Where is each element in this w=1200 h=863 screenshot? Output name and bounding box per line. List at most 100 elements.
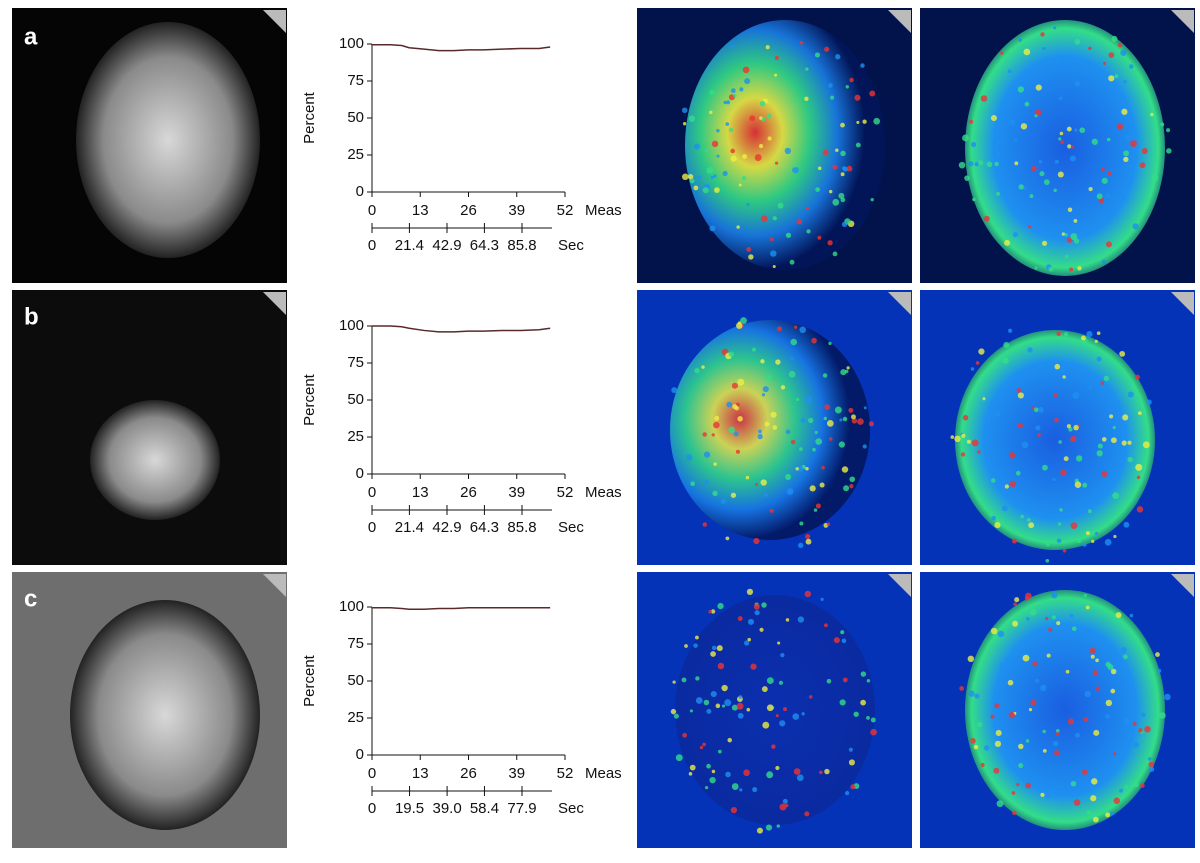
speckle <box>1022 654 1030 662</box>
speckle <box>709 776 716 784</box>
speckle <box>728 127 734 133</box>
speckle <box>1053 188 1057 193</box>
speckle <box>1062 548 1067 553</box>
speckle <box>1002 357 1009 364</box>
speckle <box>1103 61 1107 65</box>
x2-tick-label: 58.4 <box>470 800 499 817</box>
brain <box>76 22 260 258</box>
speckle <box>1085 531 1090 536</box>
speckle <box>1074 80 1081 87</box>
speckle <box>709 90 715 95</box>
speckle <box>1138 728 1143 733</box>
speckle <box>703 699 710 706</box>
speckle <box>681 173 689 181</box>
speckle <box>1045 558 1050 563</box>
speckle <box>1034 114 1038 118</box>
speckle <box>1122 414 1129 421</box>
speckle <box>994 740 1002 747</box>
speckle <box>688 772 693 776</box>
speckle <box>832 164 838 170</box>
speckle <box>866 678 871 683</box>
speckle <box>1055 732 1060 736</box>
speckle <box>1004 484 1010 489</box>
speckle <box>1040 32 1045 37</box>
x-tick-label: 52 <box>557 202 574 219</box>
speckle <box>1066 424 1071 429</box>
speckle <box>1068 427 1073 432</box>
speckle <box>743 769 750 777</box>
speckle <box>799 40 804 45</box>
speckle <box>1073 799 1081 806</box>
speckle <box>1121 108 1128 115</box>
speckle <box>670 708 677 715</box>
speckle <box>1042 748 1047 753</box>
speckle <box>1012 232 1018 238</box>
speckle <box>784 147 792 155</box>
speckle <box>1110 668 1117 675</box>
speckle <box>848 747 853 752</box>
speckle <box>730 44 735 49</box>
speckle <box>842 677 848 683</box>
speckle <box>1067 144 1072 149</box>
speckle <box>848 759 855 766</box>
speckle <box>761 602 767 608</box>
speckle <box>790 338 798 346</box>
speckle <box>1009 480 1017 488</box>
speckle <box>1123 79 1127 84</box>
speckle <box>841 221 848 228</box>
speckle <box>710 651 716 657</box>
speckle <box>779 720 786 727</box>
speckle <box>766 771 774 779</box>
panel-label: c <box>24 585 37 612</box>
speckle <box>736 702 744 710</box>
speckle <box>731 704 738 711</box>
speckle <box>962 414 969 421</box>
speckle <box>726 401 733 408</box>
speckle <box>1101 437 1107 442</box>
speckle <box>866 716 870 720</box>
speckle <box>1003 341 1010 349</box>
speckle <box>950 435 955 439</box>
speckle <box>848 407 854 413</box>
speckle <box>742 154 748 159</box>
speckle <box>1146 399 1152 405</box>
speckle <box>687 174 694 180</box>
speckle <box>731 783 739 790</box>
x2-tick-label: 64.3 <box>470 237 499 254</box>
speckle <box>770 250 777 257</box>
speckle <box>766 113 772 119</box>
speckle <box>730 88 736 94</box>
speckle <box>860 699 866 706</box>
speckle <box>1028 522 1035 529</box>
speckle <box>990 115 997 122</box>
speckle <box>785 232 792 238</box>
speckle <box>1115 612 1122 618</box>
speckle <box>750 663 757 670</box>
speckle <box>727 737 733 743</box>
x2-tick-label: 0 <box>368 519 376 536</box>
x-tick-label: 26 <box>460 202 477 219</box>
speckle <box>695 697 703 704</box>
speckle <box>843 485 850 492</box>
speckle <box>740 317 747 325</box>
speckle <box>842 416 848 422</box>
speckle <box>809 485 816 492</box>
speckle <box>777 641 781 645</box>
speckle <box>712 490 718 497</box>
speckle <box>722 170 728 177</box>
speckle <box>1016 388 1022 393</box>
speckle <box>766 704 774 712</box>
speckle <box>689 709 693 713</box>
speckle <box>1158 712 1166 719</box>
speckle <box>716 128 720 133</box>
speckle <box>870 728 877 736</box>
speckle <box>1094 531 1099 536</box>
speckle <box>772 425 778 430</box>
speckle <box>806 229 811 234</box>
speckle <box>1157 668 1162 674</box>
speckle <box>1086 330 1093 338</box>
speckle <box>774 55 779 60</box>
speckle <box>840 122 845 128</box>
speckle <box>1042 46 1046 51</box>
